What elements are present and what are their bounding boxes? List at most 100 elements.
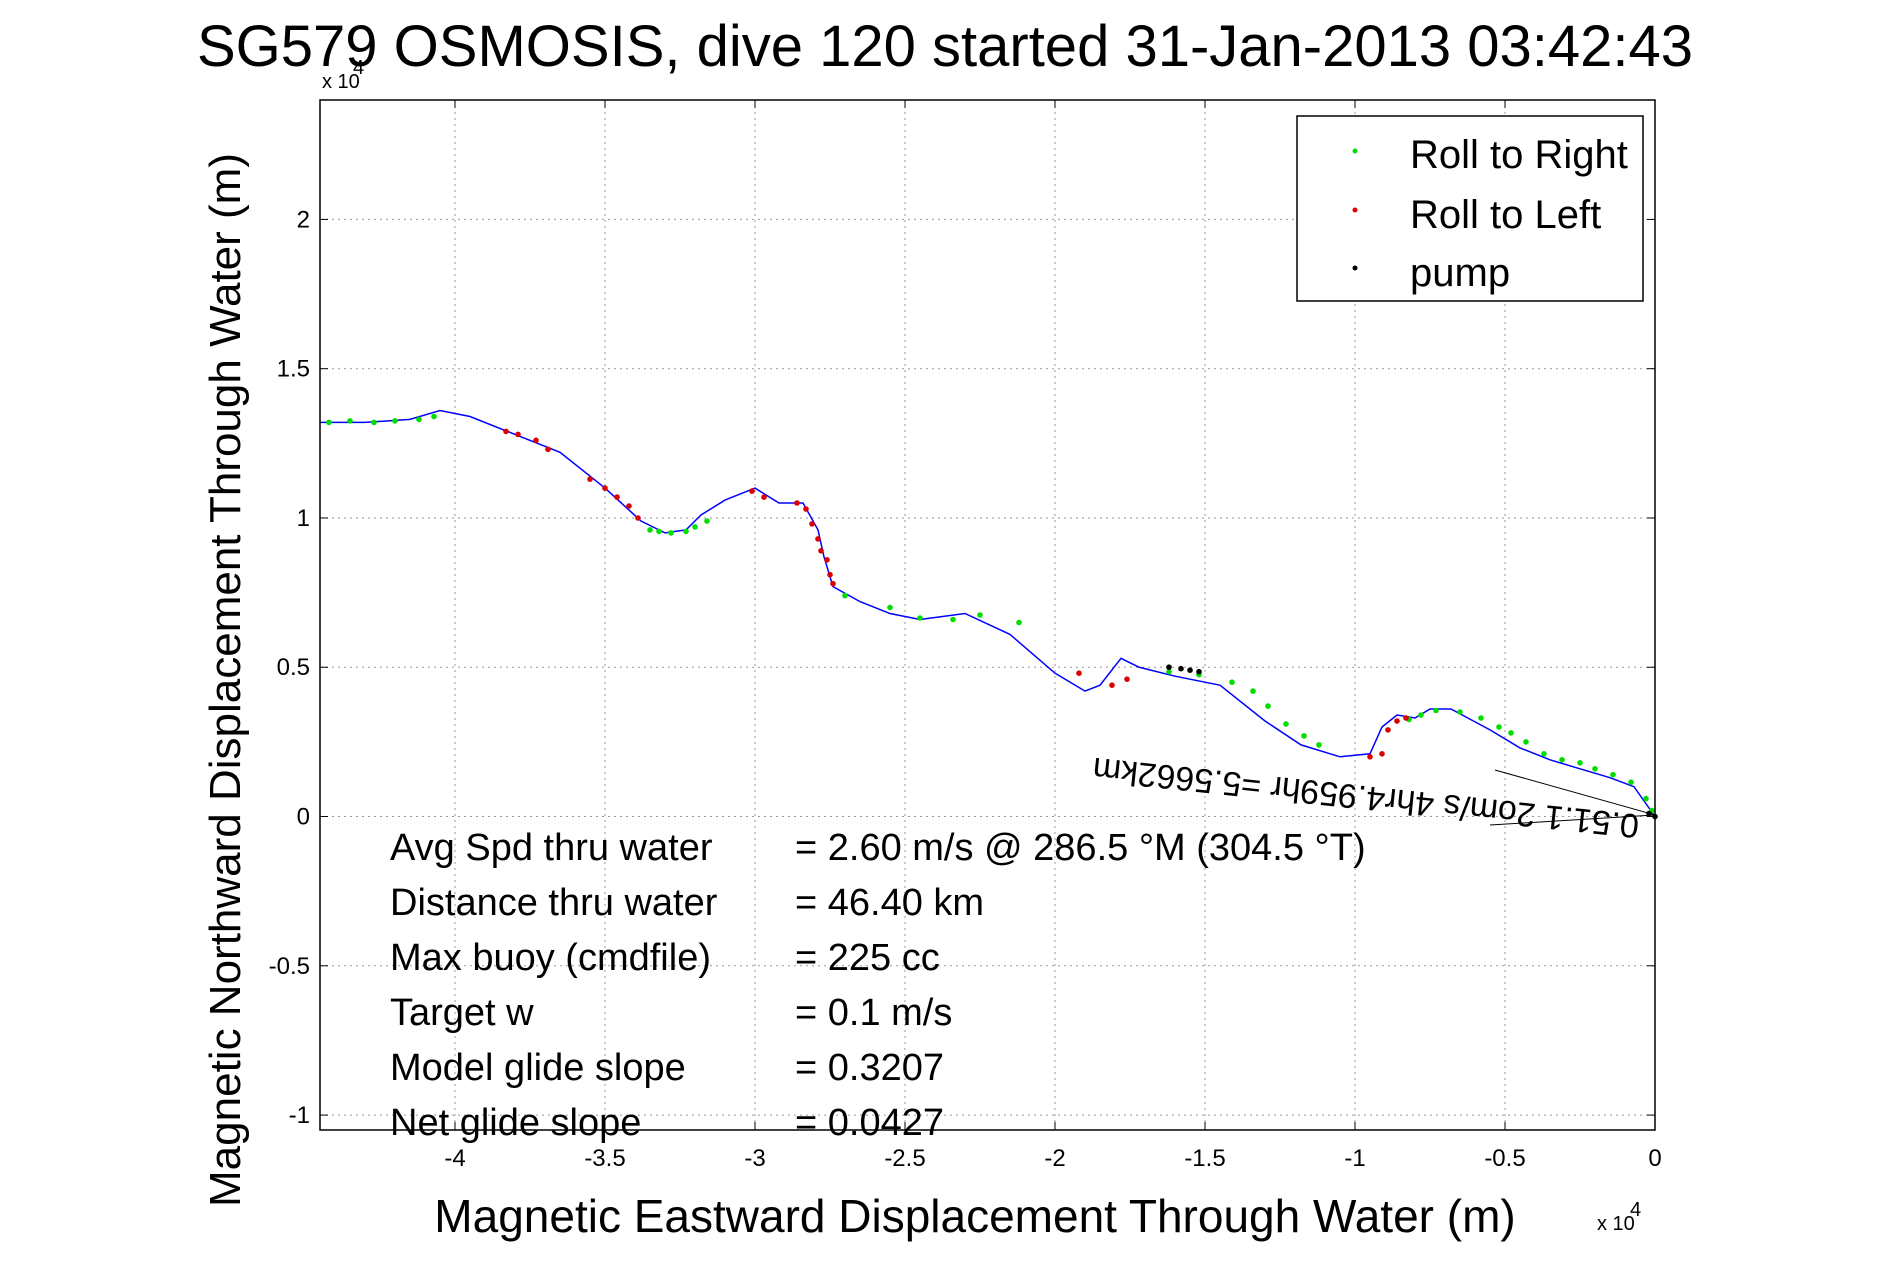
point-roll-to-left [1394, 718, 1400, 724]
point-roll-to-right [1559, 757, 1565, 763]
point-roll-to-right [1643, 795, 1649, 802]
point-roll-to-right [692, 524, 698, 530]
point-roll-to-right [917, 615, 923, 621]
point-roll-to-right [1283, 721, 1289, 727]
legend-marker-pump [1352, 265, 1358, 271]
point-roll-to-right [704, 518, 710, 524]
grid-lines [320, 100, 1656, 1130]
x-tick-label: -2 [1044, 1145, 1065, 1172]
point-roll-to-right [842, 592, 848, 599]
point-roll-to-left [818, 548, 824, 554]
x-axis-label: Magnetic Eastward Displacement Through W… [434, 1190, 1515, 1242]
point-roll-to-left [794, 500, 800, 506]
point-roll-to-left [803, 506, 809, 512]
stat-label: Distance thru water [390, 882, 718, 924]
point-roll-to-left [1385, 727, 1391, 733]
point-roll-to-left [587, 476, 593, 483]
point-roll-to-right [1301, 733, 1307, 739]
x-tick-label: -3.5 [584, 1145, 625, 1172]
y-multiplier: x 10 [322, 71, 360, 93]
point-roll-to-right [1523, 739, 1529, 745]
point-roll-to-left [1124, 676, 1130, 682]
legend-label-pump: pump [1410, 251, 1510, 295]
stat-value: = 0.1 m/s [795, 992, 952, 1034]
point-roll-to-left [830, 580, 836, 587]
point-roll-to-left [503, 428, 509, 435]
stat-label: Avg Spd thru water [390, 827, 713, 869]
y-tick-label: 1 [297, 505, 310, 532]
x-tick-label: 0 [1648, 1145, 1661, 1172]
stat-label: Model glide slope [390, 1047, 686, 1089]
point-roll-to-right [392, 418, 398, 424]
point-roll-to-left [614, 494, 620, 500]
point-roll-to-right [1628, 779, 1634, 785]
point-roll-to-left [626, 503, 632, 509]
point-roll-to-right [1541, 751, 1547, 757]
point-roll-to-left [824, 557, 830, 563]
data-series [320, 409, 1658, 820]
point-roll-to-right [326, 419, 332, 426]
heading-vector-line [1494, 769, 1656, 816]
point-roll-to-right [1016, 619, 1022, 626]
point-pump [1187, 667, 1193, 673]
point-roll-to-right [683, 528, 689, 535]
point-roll-to-right [1457, 709, 1463, 715]
point-roll-to-left [1403, 715, 1409, 721]
point-roll-to-left [635, 515, 641, 521]
y-tick-label: 0.5 [277, 654, 310, 681]
point-roll-to-left [533, 437, 539, 444]
heading-vector-line-2 [1489, 814, 1656, 826]
point-roll-to-right [668, 530, 674, 536]
stat-label: Net glide slope [390, 1102, 641, 1144]
y-tick-label: 2 [297, 206, 310, 233]
point-roll-to-right [1496, 724, 1502, 730]
point-roll-to-left [809, 521, 815, 527]
stat-value: = 2.60 m/s @ 286.5 °M (304.5 °T) [795, 827, 1366, 869]
point-roll-to-left [545, 446, 551, 453]
point-roll-to-left [1379, 751, 1385, 757]
point-roll-to-right [1610, 771, 1616, 778]
y-tick-label: -1 [289, 1102, 310, 1129]
point-roll-to-left [761, 494, 767, 500]
point-roll-to-left [749, 488, 755, 494]
x-tick-label: -1 [1344, 1145, 1365, 1172]
track-line [320, 409, 1656, 817]
point-roll-to-left [1076, 670, 1082, 676]
legend: Roll to Right Roll to Left pump [1296, 115, 1644, 302]
stat-label: Max buoy (cmdfile) [390, 937, 711, 979]
point-roll-to-right [1265, 703, 1271, 709]
stat-value: = 225 cc [795, 937, 940, 979]
point-roll-to-right [1508, 730, 1514, 736]
stat-value: = 0.0427 [795, 1102, 944, 1144]
point-roll-to-right [1166, 668, 1172, 675]
y-axis-label: Magnetic Northward Displacement Through … [201, 153, 250, 1207]
legend-marker-roll-right [1352, 148, 1358, 154]
x-tick-label: -4 [444, 1145, 465, 1172]
point-roll-to-left [827, 571, 833, 578]
y-tick-label: -0.5 [269, 953, 310, 980]
x-exponent: 4 [1630, 1199, 1641, 1221]
point-pump [1196, 668, 1202, 675]
y-tick-label: 0 [297, 804, 310, 831]
point-roll-to-right [347, 418, 353, 424]
point-roll-to-right [656, 528, 662, 535]
x-tick-label: -2.5 [884, 1145, 925, 1172]
axis-ticks: -4 -3.5 -3 -2.5 -2 -1.5 -1 -0.5 0 -1 -0.5 0 0.5 1 1.5 2 [269, 100, 1662, 1172]
axes-box [319, 99, 1656, 1131]
stat-label: Target w [390, 992, 534, 1034]
y-exponent: 4 [353, 57, 364, 79]
x-multiplier: x 10 [1597, 1213, 1635, 1235]
point-pump [1178, 665, 1184, 672]
legend-label-roll-right: Roll to Right [1410, 133, 1628, 177]
x-tick-label: -3 [744, 1145, 765, 1172]
point-roll-to-right [1418, 712, 1424, 718]
point-roll-to-right [977, 612, 983, 618]
point-roll-to-right [1433, 707, 1439, 714]
stat-value: = 46.40 km [795, 882, 984, 924]
stats-block: Avg Spd thru water = 2.60 m/s @ 286.5 °M … [390, 827, 1366, 1144]
point-roll-to-left [515, 431, 521, 438]
stat-value: = 0.3207 [795, 1047, 944, 1089]
legend-label-roll-left: Roll to Left [1410, 193, 1601, 237]
x-tick-label: -1.5 [1184, 1145, 1225, 1172]
x-tick-label: -0.5 [1484, 1145, 1525, 1172]
